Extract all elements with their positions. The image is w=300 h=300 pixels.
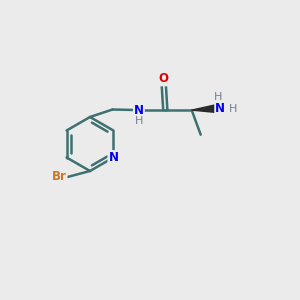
Text: H: H [214,92,223,102]
Text: H: H [229,103,237,114]
Text: Br: Br [52,170,67,184]
Text: H: H [135,116,143,126]
Text: O: O [159,72,169,86]
Text: N: N [108,151,118,164]
Polygon shape [192,105,217,112]
Text: N: N [134,103,144,117]
Text: N: N [215,102,225,115]
